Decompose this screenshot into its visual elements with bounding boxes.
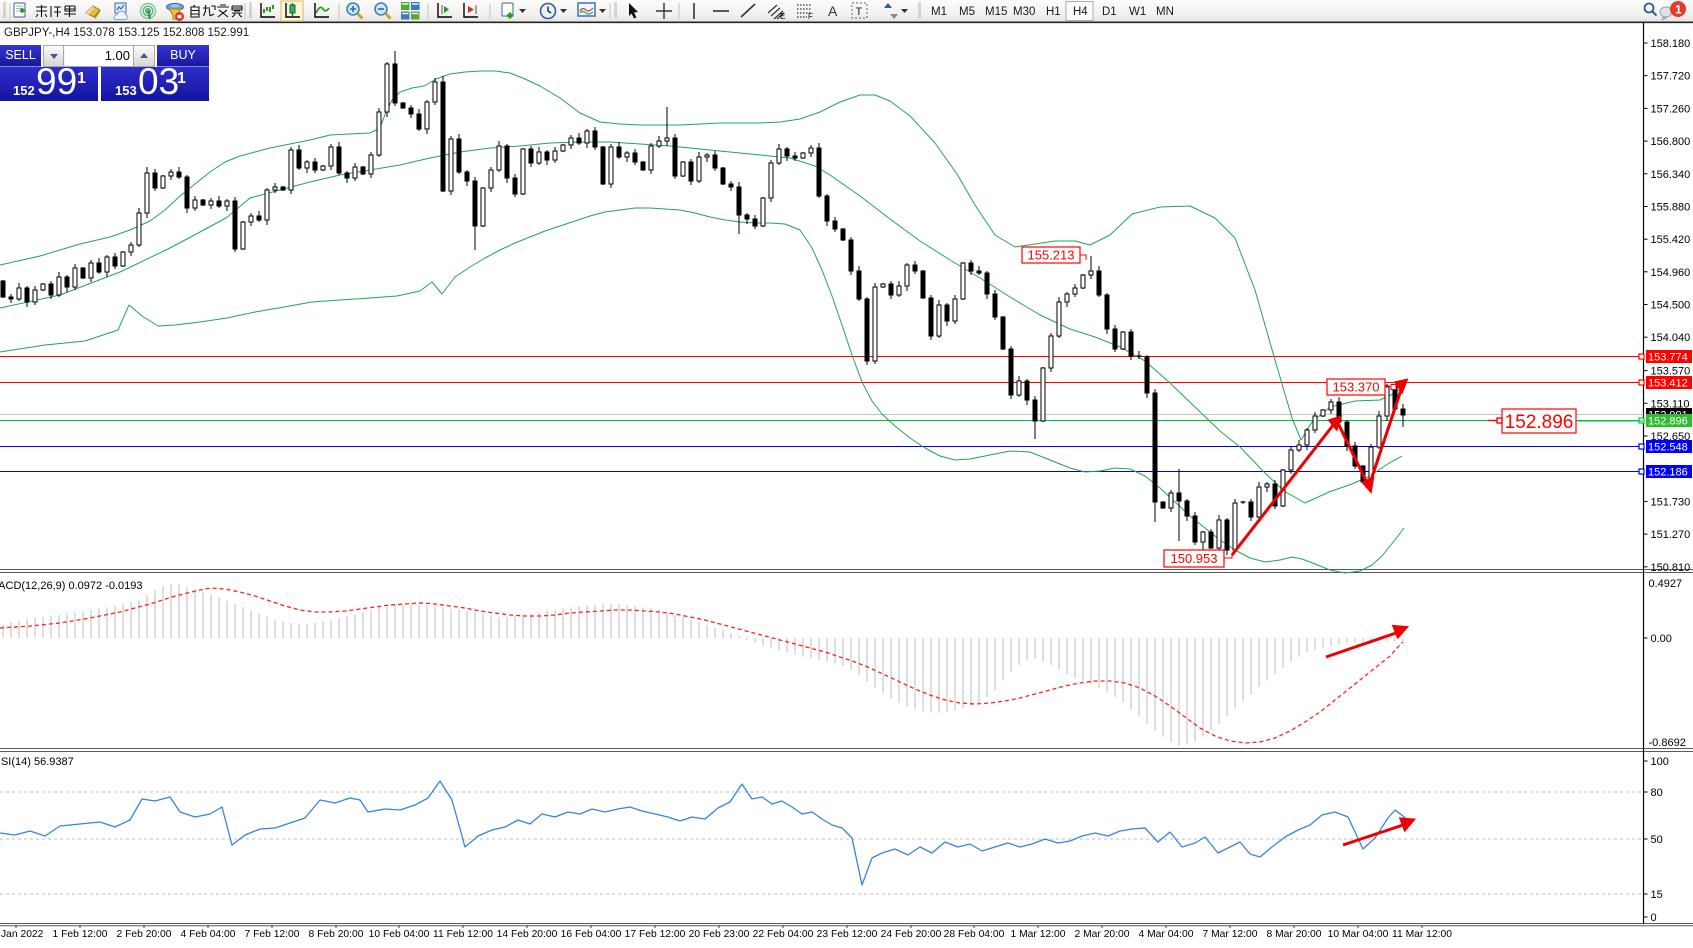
svg-text:153.370: 153.370 — [1333, 380, 1380, 395]
svg-text:H1: H1 — [1046, 6, 1061, 18]
svg-text:1: 1 — [1675, 3, 1682, 17]
svg-text:24 Feb 20:00: 24 Feb 20:00 — [881, 929, 942, 940]
svg-text:T: T — [856, 6, 863, 18]
svg-text:152.548: 152.548 — [1648, 442, 1688, 454]
svg-text:152.186: 152.186 — [1648, 467, 1688, 479]
svg-text:0: 0 — [1651, 912, 1657, 924]
svg-text:-0.8692: -0.8692 — [1649, 737, 1686, 749]
svg-text:M15: M15 — [985, 6, 1007, 18]
svg-text:156.340: 156.340 — [1651, 169, 1691, 181]
svg-text:155.420: 155.420 — [1651, 234, 1691, 246]
svg-text:MACD(12,26,9) 0.0972 -0.0193: MACD(12,26,9) 0.0972 -0.0193 — [0, 580, 142, 592]
svg-text:2 Feb 20:00: 2 Feb 20:00 — [117, 929, 172, 940]
svg-text:10 Mar 04:00: 10 Mar 04:00 — [1328, 929, 1389, 940]
svg-text:8 Mar 20:00: 8 Mar 20:00 — [1267, 929, 1322, 940]
svg-text:10 Feb 04:00: 10 Feb 04:00 — [369, 929, 430, 940]
svg-text:151.270: 151.270 — [1651, 529, 1691, 541]
svg-text:GBPJPY-,H4 153.078 153.125 15: GBPJPY-,H4 153.078 153.125 152.808 152.9… — [4, 27, 249, 39]
svg-text:153.774: 153.774 — [1648, 352, 1688, 364]
svg-text:50: 50 — [1651, 834, 1663, 846]
svg-text:154.500: 154.500 — [1651, 300, 1691, 312]
svg-text:80: 80 — [1651, 787, 1663, 799]
svg-text:4 Mar 04:00: 4 Mar 04:00 — [1139, 929, 1194, 940]
svg-text:150.810: 150.810 — [1651, 562, 1691, 574]
svg-text:154.960: 154.960 — [1651, 267, 1691, 279]
svg-text:E: E — [780, 12, 785, 21]
svg-text:RSI(14) 56.9387: RSI(14) 56.9387 — [0, 756, 74, 768]
svg-text:100: 100 — [1651, 756, 1669, 768]
svg-text:157.260: 157.260 — [1651, 103, 1691, 115]
svg-text:1 Feb 12:00: 1 Feb 12:00 — [53, 929, 108, 940]
svg-text:152.896: 152.896 — [1648, 416, 1688, 428]
svg-text:0.4927: 0.4927 — [1649, 578, 1683, 590]
svg-text:4 Feb 04:00: 4 Feb 04:00 — [181, 929, 236, 940]
svg-text:155.213: 155.213 — [1028, 248, 1075, 263]
svg-text:M1: M1 — [931, 6, 947, 18]
svg-text:7 Mar 12:00: 7 Mar 12:00 — [1203, 929, 1258, 940]
svg-text:8 Feb 20:00: 8 Feb 20:00 — [309, 929, 364, 940]
svg-text:1 Mar 12:00: 1 Mar 12:00 — [1011, 929, 1066, 940]
svg-text:157.720: 157.720 — [1651, 71, 1691, 83]
svg-text:153.412: 153.412 — [1648, 378, 1688, 390]
svg-text:153.110: 153.110 — [1651, 398, 1690, 410]
svg-text:158.180: 158.180 — [1651, 38, 1691, 50]
svg-text:MN: MN — [1156, 6, 1174, 18]
svg-text:20 Feb 23:00: 20 Feb 23:00 — [689, 929, 750, 940]
svg-text:0.00: 0.00 — [1651, 633, 1672, 645]
svg-text:15: 15 — [1651, 889, 1663, 901]
svg-text:151.730: 151.730 — [1651, 496, 1691, 508]
svg-text:28 Feb 04:00: 28 Feb 04:00 — [944, 929, 1005, 940]
svg-text:Jan 2022: Jan 2022 — [1, 929, 44, 940]
svg-text:H4: H4 — [1073, 6, 1088, 18]
svg-text:A: A — [828, 3, 838, 19]
svg-text:16 Feb 04:00: 16 Feb 04:00 — [561, 929, 622, 940]
svg-text:155.880: 155.880 — [1651, 202, 1691, 214]
svg-text:7 Feb 12:00: 7 Feb 12:00 — [245, 929, 300, 940]
svg-text:154.040: 154.040 — [1651, 332, 1691, 344]
svg-text:M5: M5 — [959, 6, 975, 18]
svg-text:W1: W1 — [1129, 6, 1146, 18]
svg-text:11 Feb 12:00: 11 Feb 12:00 — [433, 929, 493, 940]
svg-text:152.896: 152.896 — [1505, 412, 1574, 433]
svg-text:17 Feb 12:00: 17 Feb 12:00 — [625, 929, 686, 940]
svg-text:23 Feb 12:00: 23 Feb 12:00 — [817, 929, 878, 940]
svg-text:156.800: 156.800 — [1651, 136, 1691, 148]
svg-text:D1: D1 — [1102, 6, 1117, 18]
svg-text:150.953: 150.953 — [1171, 551, 1218, 566]
svg-text:2 Mar 20:00: 2 Mar 20:00 — [1075, 929, 1130, 940]
svg-text:22 Feb 04:00: 22 Feb 04:00 — [753, 929, 814, 940]
svg-text:11 Mar 12:00: 11 Mar 12:00 — [1392, 929, 1452, 940]
svg-text:153.570: 153.570 — [1651, 366, 1691, 378]
svg-text:M30: M30 — [1013, 6, 1035, 18]
svg-text:14 Feb 20:00: 14 Feb 20:00 — [497, 929, 558, 940]
svg-text:F: F — [808, 12, 813, 21]
